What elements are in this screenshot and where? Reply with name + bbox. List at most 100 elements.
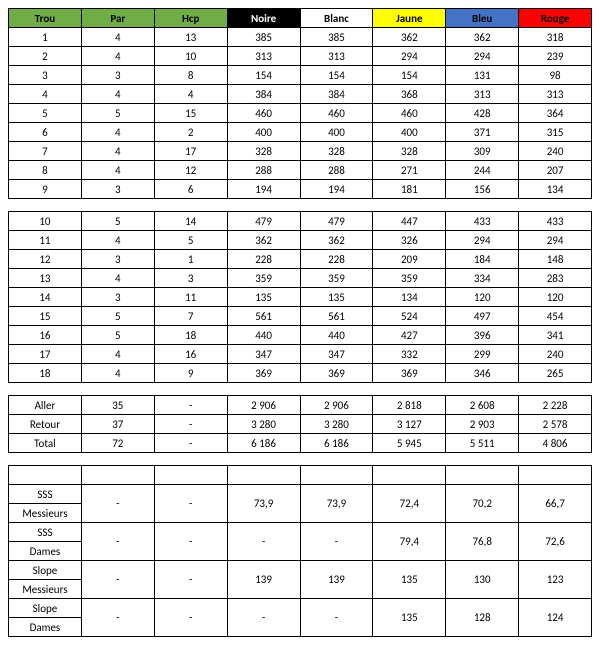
front9-row-5: 5515460460460428364: [9, 104, 592, 123]
front9-row-2-par: 4: [81, 47, 154, 66]
front9-row-7-noire: 328: [227, 142, 300, 161]
rating-1-noire: 73,9: [227, 485, 300, 523]
front9-row-4-jaune: 368: [373, 85, 446, 104]
rating-2-blanc: -: [300, 523, 373, 561]
front9-row-8-par: 4: [81, 161, 154, 180]
spacer: [9, 453, 592, 466]
front9-row-6-blanc: 400: [300, 123, 373, 142]
back9-row-5-jaune: 134: [373, 288, 446, 307]
back9-row-8-rouge: 240: [519, 345, 592, 364]
back9-row-7-rouge: 341: [519, 326, 592, 345]
rating-4-rouge: 124: [519, 599, 592, 637]
back9-row-2: 1145362362326294294: [9, 231, 592, 250]
spacer: [9, 383, 592, 396]
back9-row-5: 14311135135134120120: [9, 288, 592, 307]
back9-row-9-par: 4: [81, 364, 154, 383]
back9-row-7-blanc: 440: [300, 326, 373, 345]
back9-row-2-hcp: 5: [154, 231, 227, 250]
back9-row-4-jaune: 359: [373, 269, 446, 288]
front9-row-5-trou: 5: [9, 104, 82, 123]
back9-row-8-noire: 347: [227, 345, 300, 364]
back9-row-5-par: 3: [81, 288, 154, 307]
rating-4-jaune: 135: [373, 599, 446, 637]
totals-row-3-blanc: 6 186: [300, 434, 373, 453]
back9-row-8-blanc: 347: [300, 345, 373, 364]
header-blanc: Blanc: [300, 9, 373, 28]
front9-row-4-blanc: 384: [300, 85, 373, 104]
front9-row-6-par: 4: [81, 123, 154, 142]
totals-row-2-rouge: 2 578: [519, 415, 592, 434]
front9-row-2-jaune: 294: [373, 47, 446, 66]
back9-row-8-jaune: 332: [373, 345, 446, 364]
front9-row-4-trou: 4: [9, 85, 82, 104]
front9-row-1-trou: 1: [9, 28, 82, 47]
back9-row-8-bleu: 299: [446, 345, 519, 364]
front9-row-7-blanc: 328: [300, 142, 373, 161]
front9-row-8-hcp: 12: [154, 161, 227, 180]
totals-row-3-par: 72: [81, 434, 154, 453]
back9-row-1-blanc: 479: [300, 212, 373, 231]
blank-cell: [519, 466, 592, 485]
back9-row-3-jaune: 209: [373, 250, 446, 269]
back9-row-3-blanc: 228: [300, 250, 373, 269]
back9-row-2-noire: 362: [227, 231, 300, 250]
back9-row-9: 1849369369369346265: [9, 364, 592, 383]
front9-row-2-noire: 313: [227, 47, 300, 66]
front9-row-5-noire: 460: [227, 104, 300, 123]
rating-label-1-line1: SSS: [9, 485, 82, 504]
totals-row-3-rouge: 4 806: [519, 434, 592, 453]
back9-row-5-bleu: 120: [446, 288, 519, 307]
front9-row-4-bleu: 313: [446, 85, 519, 104]
rating-row-4-a: Slope----135128124: [9, 599, 592, 618]
header-hcp: Hcp: [154, 9, 227, 28]
front9-row-6: 642400400400371315: [9, 123, 592, 142]
totals-row-3-trou: Total: [9, 434, 82, 453]
front9-row-5-par: 5: [81, 104, 154, 123]
back9-row-1-noire: 479: [227, 212, 300, 231]
front9-row-6-jaune: 400: [373, 123, 446, 142]
front9-row-7-rouge: 240: [519, 142, 592, 161]
front9-row-1-blanc: 385: [300, 28, 373, 47]
front9-row-9-jaune: 181: [373, 180, 446, 199]
front9-row-4-rouge: 313: [519, 85, 592, 104]
back9-row-1-par: 5: [81, 212, 154, 231]
back9-row-6-trou: 15: [9, 307, 82, 326]
front9-row-2-hcp: 10: [154, 47, 227, 66]
front9-row-2-blanc: 313: [300, 47, 373, 66]
totals-row-3-jaune: 5 945: [373, 434, 446, 453]
blank-cell: [81, 466, 154, 485]
front9-row-7-bleu: 309: [446, 142, 519, 161]
back9-row-8: 17416347347332299240: [9, 345, 592, 364]
front9-row-8-blanc: 288: [300, 161, 373, 180]
front9-row-6-bleu: 371: [446, 123, 519, 142]
totals-row-2-trou: Retour: [9, 415, 82, 434]
front9-row-8-noire: 288: [227, 161, 300, 180]
front9-row-8-jaune: 271: [373, 161, 446, 180]
back9-row-7: 16518440440427396341: [9, 326, 592, 345]
scorecard-table: TrouParHcpNoireBlancJauneBleuRouge 14133…: [8, 8, 592, 637]
back9-row-2-rouge: 294: [519, 231, 592, 250]
header-rouge: Rouge: [519, 9, 592, 28]
back9-row-7-trou: 16: [9, 326, 82, 345]
back9-row-8-par: 4: [81, 345, 154, 364]
back9-row-2-bleu: 294: [446, 231, 519, 250]
front9-row-7: 7417328328328309240: [9, 142, 592, 161]
front9-row-8-bleu: 244: [446, 161, 519, 180]
front9-row-8: 8412288288271244207: [9, 161, 592, 180]
back9-row-2-jaune: 326: [373, 231, 446, 250]
header-trou: Trou: [9, 9, 82, 28]
back9-row-6: 1557561561524497454: [9, 307, 592, 326]
rating-label-2-line2: Dames: [9, 542, 82, 561]
header-noire: Noire: [227, 9, 300, 28]
rating-3-jaune: 135: [373, 561, 446, 599]
front9-row-8-trou: 8: [9, 161, 82, 180]
front9-row-5-rouge: 364: [519, 104, 592, 123]
front9-row-9-noire: 194: [227, 180, 300, 199]
totals-row-2-noire: 3 280: [227, 415, 300, 434]
back9-row-9-jaune: 369: [373, 364, 446, 383]
back9-row-4: 1343359359359334283: [9, 269, 592, 288]
front9-row-1-rouge: 318: [519, 28, 592, 47]
front9-row-3: 33815415415413198: [9, 66, 592, 85]
blank-cell: [227, 466, 300, 485]
rating-label-3-line2: Messieurs: [9, 580, 82, 599]
